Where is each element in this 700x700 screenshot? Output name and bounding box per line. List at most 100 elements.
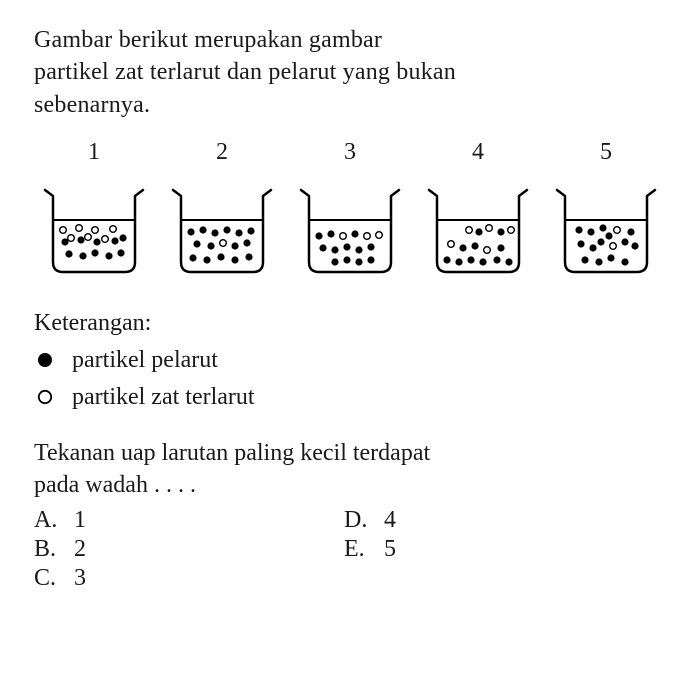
question-line: partikel zat terlarut dan pelarut yang b…	[34, 56, 666, 88]
legend-title: Keterangan:	[34, 306, 666, 341]
solid-particle-icon	[331, 259, 338, 266]
solid-particle-icon	[631, 243, 638, 250]
solid-particle-icon	[235, 230, 242, 237]
solid-particle-icon	[575, 227, 582, 234]
hollow-particle-icon	[85, 234, 92, 241]
solid-particle-icon	[595, 259, 602, 266]
solid-particle-icon	[319, 245, 326, 252]
solid-particle-icon	[581, 257, 588, 264]
option-letter: B.	[34, 536, 60, 563]
solid-particle-icon	[217, 254, 224, 261]
option-d[interactable]: D. 4	[344, 507, 624, 534]
solid-particle-icon	[65, 251, 72, 258]
beaker-icon	[295, 180, 405, 280]
beaker-number: 4	[472, 139, 484, 166]
option-value: 3	[74, 565, 86, 592]
solid-particle-icon	[343, 244, 350, 251]
question-line: sebenarnya.	[34, 89, 666, 121]
beaker-cell: 5	[546, 139, 666, 280]
solid-particle-icon	[497, 245, 504, 252]
answer-options: A. 1 D. 4 B. 2 E. 5 C. 3	[34, 507, 666, 592]
solid-particle-icon	[505, 259, 512, 266]
hollow-particle-icon	[364, 233, 371, 240]
beaker-icon	[167, 180, 277, 280]
option-c[interactable]: C. 3	[34, 565, 334, 592]
solid-particle-icon	[315, 233, 322, 240]
beaker-number: 3	[344, 139, 356, 166]
solid-particle-icon	[247, 228, 254, 235]
legend-solid-label: partikel pelarut	[72, 343, 218, 378]
solid-particle-icon	[105, 253, 112, 260]
option-letter: C.	[34, 565, 60, 592]
solid-particle-icon	[193, 241, 200, 248]
solid-particle-icon	[621, 239, 628, 246]
solid-particle-icon	[245, 254, 252, 261]
beakers-row: 1 2 3 4 5	[34, 139, 666, 280]
question-line: pada wadah . . . .	[34, 469, 666, 501]
solid-particle-icon	[367, 244, 374, 251]
option-letter: A.	[34, 507, 60, 534]
solid-particle-icon	[443, 257, 450, 264]
hollow-particle-icon	[484, 247, 491, 254]
option-b[interactable]: B. 2	[34, 536, 334, 563]
option-value: 1	[74, 507, 86, 534]
hollow-particle-icon	[340, 233, 347, 240]
beaker-number: 2	[216, 139, 228, 166]
hollow-particle-icon	[466, 227, 473, 234]
solid-particle-icon	[117, 250, 124, 257]
solid-particle-icon	[111, 238, 118, 245]
solid-particle-icon	[231, 257, 238, 264]
question-intro: Gambar berikut merupakan gambar partikel…	[34, 24, 666, 121]
beaker-cell: 3	[290, 139, 410, 280]
solid-particle-icon	[119, 235, 126, 242]
solid-particle-icon	[189, 255, 196, 262]
beaker-icon	[551, 180, 661, 280]
legend: Keterangan: partikel pelarut partikel za…	[34, 306, 666, 414]
solid-particle-icon	[577, 241, 584, 248]
solid-particle-icon	[207, 243, 214, 250]
solid-particle-icon	[479, 259, 486, 266]
hollow-particle-icon	[102, 236, 109, 243]
hollow-particle-icon	[610, 243, 617, 250]
solid-particle-icon	[211, 230, 218, 237]
solid-particle-icon	[497, 229, 504, 236]
hollow-particle-icon	[110, 226, 117, 233]
solid-particle-icon	[331, 247, 338, 254]
solid-particle-icon	[599, 225, 606, 232]
option-a[interactable]: A. 1	[34, 507, 334, 534]
beaker-icon	[39, 180, 149, 280]
solid-particle-icon	[467, 257, 474, 264]
solid-particle-icon	[589, 245, 596, 252]
solid-particle-icon	[223, 227, 230, 234]
beaker-number: 5	[600, 139, 612, 166]
question-line: Tekanan uap larutan paling kecil terdapa…	[34, 437, 666, 469]
legend-row-hollow: partikel zat terlarut	[34, 380, 666, 415]
beaker-number: 1	[88, 139, 100, 166]
solid-particle-icon	[199, 227, 206, 234]
hollow-particle-icon	[448, 241, 455, 248]
solid-particle-icon	[77, 237, 84, 244]
question-prompt: Tekanan uap larutan paling kecil terdapa…	[34, 437, 666, 502]
beaker-cell: 4	[418, 139, 538, 280]
hollow-particle-icon	[376, 232, 383, 239]
solid-particle-icon	[61, 239, 68, 246]
solid-particle-icon	[475, 229, 482, 236]
solid-particle-icon	[367, 257, 374, 264]
option-value: 5	[384, 536, 396, 563]
solid-particle-icon	[79, 253, 86, 260]
option-e[interactable]: E. 5	[344, 536, 624, 563]
beaker-cell: 1	[34, 139, 154, 280]
option-letter: D.	[344, 507, 370, 534]
solid-particle-icon	[627, 229, 634, 236]
question-line: Gambar berikut merupakan gambar	[34, 24, 666, 56]
option-letter: E.	[344, 536, 370, 563]
hollow-particle-icon	[34, 388, 56, 406]
solid-particle-icon	[587, 229, 594, 236]
hollow-particle-icon	[486, 225, 493, 232]
hollow-particle-icon	[508, 227, 515, 234]
solid-particle-icon	[187, 229, 194, 236]
solid-particle-icon	[455, 259, 462, 266]
beaker-icon	[423, 180, 533, 280]
solid-particle-icon	[597, 239, 604, 246]
hollow-particle-icon	[76, 225, 83, 232]
